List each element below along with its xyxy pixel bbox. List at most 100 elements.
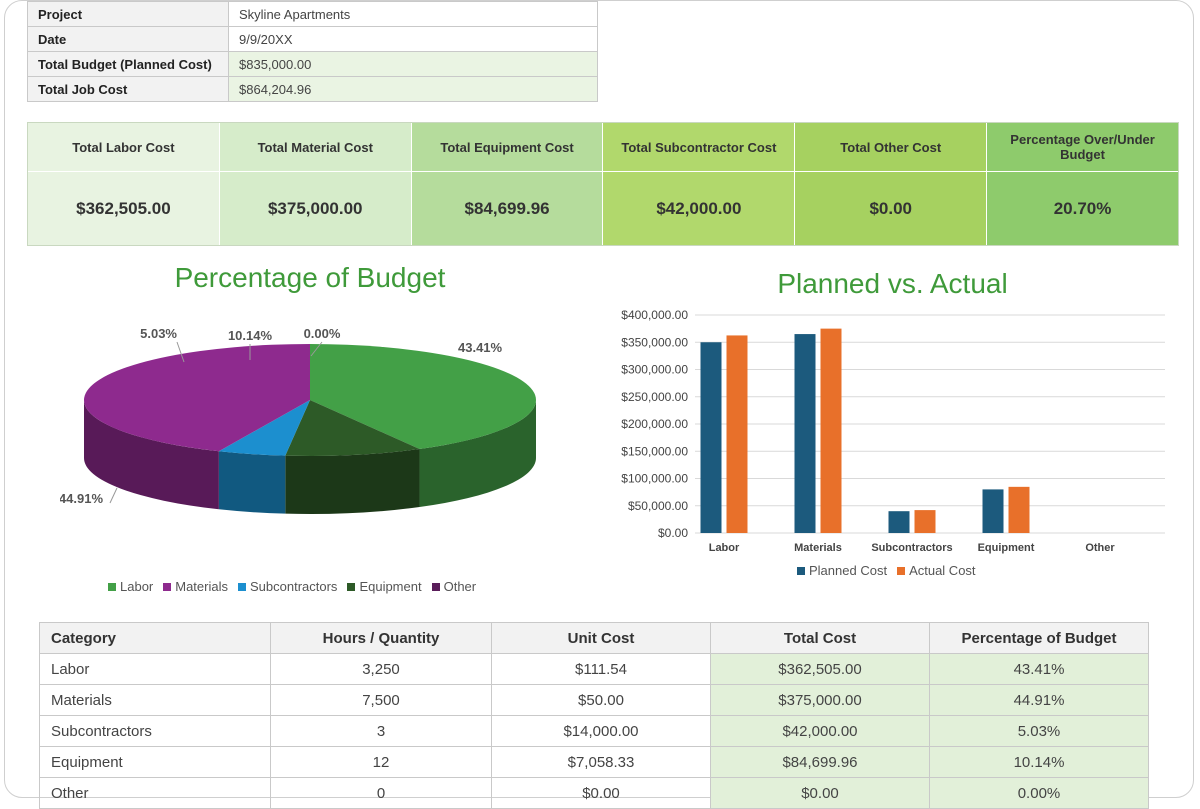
legend-label: Planned Cost: [809, 563, 888, 578]
legend-label: Actual Cost: [909, 563, 976, 578]
cell[interactable]: $0.00: [491, 777, 711, 809]
cell[interactable]: $7,058.33: [491, 746, 711, 778]
cell[interactable]: $375,000.00: [710, 684, 930, 716]
cell[interactable]: $111.54: [491, 653, 711, 685]
y-tick-label: $350,000.00: [621, 335, 688, 349]
info-value[interactable]: 9/9/20XX: [228, 26, 598, 52]
x-tick-label: Other: [1085, 542, 1115, 554]
legend-item[interactable]: Labor: [108, 579, 153, 594]
table-header-row: Category Hours / Quantity Unit Cost Tota…: [39, 622, 1149, 654]
legend-label: Subcontractors: [250, 579, 338, 594]
bar[interactable]: [914, 510, 936, 533]
col-header-quantity[interactable]: Hours / Quantity: [270, 622, 492, 654]
y-tick-label: $100,000.00: [621, 472, 688, 486]
bar[interactable]: [794, 334, 816, 533]
cell[interactable]: $14,000.00: [491, 715, 711, 747]
cell[interactable]: 7,500: [270, 684, 492, 716]
legend-swatch: [347, 582, 356, 591]
cell[interactable]: 10.14%: [929, 746, 1149, 778]
info-label: Project: [27, 1, 229, 27]
y-tick-label: $300,000.00: [621, 363, 688, 377]
cell[interactable]: 0: [270, 777, 492, 809]
y-tick-label: $250,000.00: [621, 390, 688, 404]
bar[interactable]: [1008, 486, 1030, 533]
summary-card-subcontractor[interactable]: Total Subcontractor Cost $42,000.00: [603, 123, 796, 245]
info-value[interactable]: $835,000.00: [228, 51, 598, 77]
pie-data-label: 0.00%: [304, 326, 341, 341]
legend-item[interactable]: Actual Cost: [897, 563, 976, 578]
summary-card-other[interactable]: Total Other Cost $0.00: [795, 123, 988, 245]
cell[interactable]: $84,699.96: [710, 746, 930, 778]
card-value: $0.00: [869, 198, 912, 218]
cell[interactable]: 44.91%: [929, 684, 1149, 716]
table-row: Subcontractors 3 $14,000.00 $42,000.00 5…: [39, 715, 1149, 747]
pie-slice-side: [84, 400, 219, 510]
pie-chart-title: Percentage of Budget: [174, 262, 446, 293]
pie-leader-line: [109, 487, 118, 504]
cell[interactable]: 3: [270, 715, 492, 747]
x-tick-label: Labor: [709, 542, 740, 554]
cell[interactable]: Materials: [39, 684, 271, 716]
bar[interactable]: [820, 328, 842, 533]
info-value[interactable]: Skyline Apartments: [228, 1, 598, 27]
info-row: Project Skyline Apartments: [27, 1, 598, 27]
bar[interactable]: [726, 335, 748, 533]
pie-data-label: 10.14%: [228, 328, 273, 343]
cell[interactable]: $50.00: [491, 684, 711, 716]
legend-item[interactable]: Subcontractors: [238, 579, 337, 594]
col-header-total-cost[interactable]: Total Cost: [710, 622, 930, 654]
col-header-unit-cost[interactable]: Unit Cost: [491, 622, 711, 654]
pie-slice-side: [285, 448, 420, 514]
bar-chart[interactable]: $0.00 $50,000.00 $100,000.00 $150,000.00 $20…: [600, 300, 1180, 562]
bar[interactable]: [888, 511, 910, 533]
bar[interactable]: [700, 342, 722, 533]
pie-chart[interactable]: 43.41% 44.91% 5.03% 10.14% 0.00%: [60, 300, 580, 560]
legend-item[interactable]: Planned Cost: [797, 563, 887, 578]
table-row: Materials 7,500 $50.00 $375,000.00 44.91…: [39, 684, 1149, 716]
bar[interactable]: [982, 489, 1004, 533]
card-label: Total Material Cost: [219, 123, 411, 172]
legend-item[interactable]: Materials: [163, 579, 228, 594]
card-value: $362,505.00: [76, 198, 171, 218]
pie-slice[interactable]: [310, 344, 536, 449]
x-tick-label: Subcontractors: [871, 542, 952, 554]
col-header-category[interactable]: Category: [39, 622, 271, 654]
summary-cards: Total Labor Cost $362,505.00 Total Mater…: [27, 122, 1179, 246]
pie-slice[interactable]: [84, 344, 311, 452]
summary-card-material[interactable]: Total Material Cost $375,000.00: [219, 123, 412, 245]
card-label: Total Labor Cost: [28, 123, 219, 172]
cell[interactable]: $362,505.00: [710, 653, 930, 685]
card-label: Total Other Cost: [795, 123, 987, 172]
cell[interactable]: 43.41%: [929, 653, 1149, 685]
cell[interactable]: 5.03%: [929, 715, 1149, 747]
y-tick-label: $0.00: [658, 526, 688, 540]
cell[interactable]: 3,250: [270, 653, 492, 685]
summary-card-labor[interactable]: Total Labor Cost $362,505.00: [28, 123, 220, 245]
x-tick-label: Equipment: [978, 542, 1035, 554]
info-value[interactable]: $864,204.96: [228, 76, 598, 102]
cell[interactable]: Equipment: [39, 746, 271, 778]
col-header-percentage[interactable]: Percentage of Budget: [929, 622, 1149, 654]
legend-swatch: [431, 582, 440, 591]
legend-swatch: [163, 582, 172, 591]
summary-card-over-under[interactable]: Percentage Over/Under Budget 20.70%: [987, 123, 1178, 245]
cell[interactable]: $42,000.00: [710, 715, 930, 747]
pie-slice[interactable]: [218, 400, 310, 456]
cell[interactable]: 12: [270, 746, 492, 778]
y-tick-label: $400,000.00: [621, 308, 688, 322]
cell[interactable]: Other: [39, 777, 271, 809]
cell[interactable]: Subcontractors: [39, 715, 271, 747]
cell[interactable]: 0.00%: [929, 777, 1149, 809]
info-label: Total Job Cost: [27, 76, 229, 102]
cell[interactable]: $0.00: [710, 777, 930, 809]
summary-card-equipment[interactable]: Total Equipment Cost $84,699.96: [411, 123, 604, 245]
pie-slice[interactable]: [285, 400, 420, 456]
cell[interactable]: Labor: [39, 653, 271, 685]
legend-item[interactable]: Other: [431, 579, 476, 594]
legend-swatch: [897, 566, 906, 575]
legend-label: Equipment: [359, 579, 422, 594]
bar-legend: Planned Cost Actual Cost: [797, 563, 976, 578]
legend-item[interactable]: Equipment: [347, 579, 422, 594]
card-value: $375,000.00: [267, 198, 363, 218]
legend-swatch: [797, 566, 805, 575]
